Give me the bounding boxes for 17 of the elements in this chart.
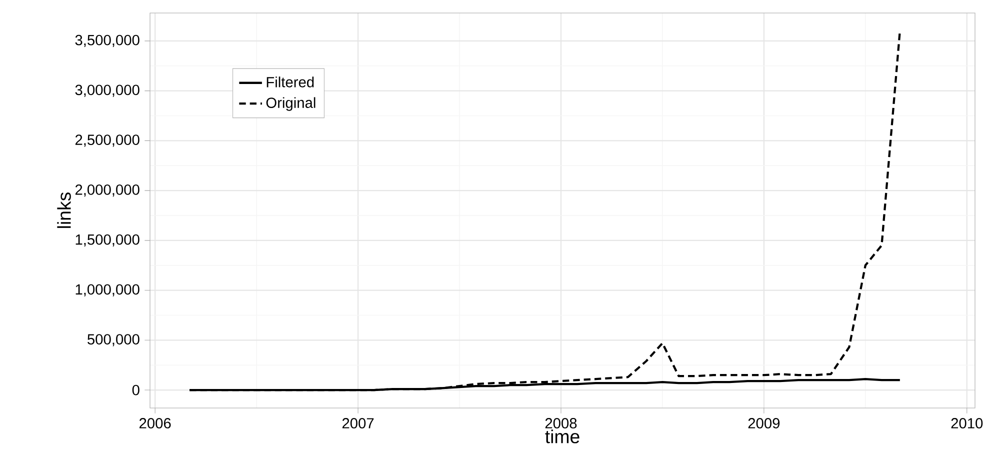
y-tick-label: 500,000 [88,334,140,346]
x-tick-label: 2010 [951,418,983,428]
x-axis-title: time [545,430,580,444]
legend-label: Filtered [266,76,314,88]
y-tick-label: 2,000,000 [75,184,140,197]
y-tick-label: 0 [132,384,140,396]
y-axis-title: links [57,192,71,228]
x-tick-label: 2009 [748,418,780,428]
y-tick-label: 1,500,000 [76,234,140,246]
y-tick-label: 1,000,000 [76,284,140,296]
x-tick-label: 2008 [545,418,577,428]
legend-label: Original [266,97,316,111]
y-tick-label: 2,500,000 [75,134,140,147]
y-tick-label: 3,500,000 [75,34,140,47]
x-tick-label: 2007 [342,418,374,428]
y-tick-label: 3,000,000 [75,84,140,97]
x-tick-label: 2006 [139,418,171,428]
